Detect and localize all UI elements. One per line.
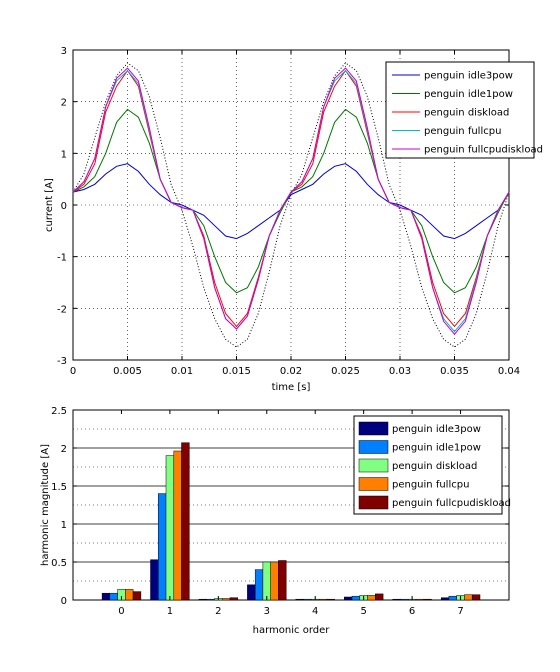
bar-1-2 [206, 598, 215, 601]
y-tick-label: 1.5 [51, 482, 67, 493]
legend-swatch [358, 495, 389, 510]
bar-3-4 [318, 598, 328, 601]
grid-lines [73, 50, 509, 360]
bar-4-6 [423, 598, 432, 601]
legend-label: penguin idle1pow [424, 89, 513, 100]
series-line-0 [72, 163, 510, 240]
y-tick-label: 0.5 [51, 558, 67, 569]
y-tick-label: 0 [61, 201, 67, 212]
x-tick-label: 0.01 [171, 366, 193, 377]
legend-label: penguin idle3pow [424, 71, 513, 82]
x-tick-label: 0.025 [331, 366, 360, 377]
y-tick-label: -3 [57, 356, 67, 367]
legend-label: penguin fullcpu [424, 126, 501, 137]
bar-4-0 [132, 591, 142, 601]
bar-0-1 [150, 559, 159, 601]
x-tick-label: 5 [360, 606, 366, 617]
bar-0-5 [344, 596, 353, 601]
legend-swatch [358, 421, 389, 436]
x-tick-label: 0.035 [440, 366, 469, 377]
y-tick-label: 1 [61, 520, 67, 531]
x-tick-label: 2 [215, 606, 221, 617]
y-tick-label: 0 [61, 596, 67, 607]
legend-label: penguin fullcpudiskload [424, 145, 543, 156]
bar-3-1 [173, 450, 182, 601]
legend-label: penguin fullcpudiskload [392, 498, 511, 509]
y-tick-label: -1 [57, 253, 67, 264]
series-lines [72, 67, 510, 335]
x-tick-label: 0.03 [389, 366, 411, 377]
legend-label: penguin idle1pow [392, 443, 481, 454]
bar-1-5 [351, 595, 361, 601]
bar-0-4 [295, 598, 304, 601]
bar-4-1 [181, 442, 190, 601]
bar-4-3 [278, 560, 287, 601]
bar-4-4 [326, 598, 335, 601]
legend-label: penguin diskload [424, 108, 509, 119]
axis-ticks: 0 0.005 0.01 0.015 0.02 0.025 0.03 0.035 0.04 -3 -… [57, 46, 520, 377]
bar-3-2 [221, 598, 231, 601]
bars [101, 442, 481, 601]
x-tick-label: 0.02 [280, 366, 302, 377]
x-tick-label: 0 [118, 606, 124, 617]
x-axis-label: harmonic order [253, 625, 331, 636]
bar-3-7 [464, 594, 473, 601]
bar-0-6 [392, 598, 401, 601]
x-tick-label: 6 [409, 606, 415, 617]
x-tick-label: 4 [312, 606, 318, 617]
bar-0-3 [247, 584, 256, 601]
time-domain-chart: 0 0.005 0.01 0.015 0.02 0.025 0.03 0.035 0.04 -3 -… [44, 46, 543, 393]
bar-4-2 [229, 597, 239, 601]
x-tick-label: 0.005 [113, 366, 142, 377]
y-tick-label: 1 [61, 149, 67, 160]
legend: penguin idle3pow penguin idle1pow penguin … [353, 415, 511, 515]
legend-label: penguin idle3pow [392, 424, 481, 435]
axis-ticks: 0 0.5 1 1.5 2 2.5 0 1 2 3 4 5 6 7 [51, 406, 509, 617]
bar-0-2 [198, 598, 208, 601]
bar-1-0 [109, 592, 118, 601]
bar-2-1 [165, 455, 175, 601]
y-tick-label: 3 [61, 46, 67, 57]
legend-swatch [358, 440, 389, 454]
bar-4-7 [471, 594, 481, 601]
x-axis-label: time [s] [272, 382, 311, 393]
reference-curve-line [72, 62, 510, 348]
y-axis-label: current [A] [44, 178, 55, 232]
harmonics-bar-chart: 0 0.5 1 1.5 2 2.5 0 1 2 3 4 5 6 7 harmonic order harm… [40, 406, 511, 636]
x-tick-label: 1 [167, 606, 173, 617]
y-tick-label: 2 [61, 98, 67, 109]
legend-box [385, 61, 535, 159]
bar-1-4 [303, 598, 312, 601]
legend-swatch [358, 477, 389, 491]
x-tick-label: 0.04 [498, 366, 520, 377]
reference-curve [72, 62, 510, 348]
bar-1-7 [448, 595, 457, 601]
bar-1-1 [158, 493, 167, 601]
y-tick-label: 2 [61, 444, 67, 455]
bar-1-3 [254, 569, 264, 601]
x-tick-label: 7 [457, 606, 463, 617]
bar-3-5 [367, 595, 376, 601]
legend-label: penguin fullcpu [392, 480, 469, 491]
legend-swatch [358, 458, 389, 473]
bar-1-6 [400, 598, 409, 601]
legend: penguin idle3pow penguin idle1pow penguin … [385, 61, 543, 159]
bar-3-0 [125, 589, 134, 601]
bar-3-3 [270, 561, 279, 601]
bar-2-3 [262, 561, 271, 601]
bar-4-5 [375, 593, 384, 601]
x-tick-label: 0 [70, 366, 76, 377]
bar-0-0 [101, 592, 111, 601]
bar-0-7 [440, 597, 450, 601]
y-axis-label: harmonic magnitude [A] [40, 444, 51, 566]
y-tick-label: -2 [57, 304, 67, 315]
series-line-4 [72, 67, 510, 335]
x-tick-label: 3 [264, 606, 270, 617]
legend-label: penguin diskload [392, 461, 477, 472]
x-tick-label: 0.015 [222, 366, 251, 377]
bar-3-6 [415, 598, 425, 601]
y-tick-label: 2.5 [51, 406, 67, 417]
